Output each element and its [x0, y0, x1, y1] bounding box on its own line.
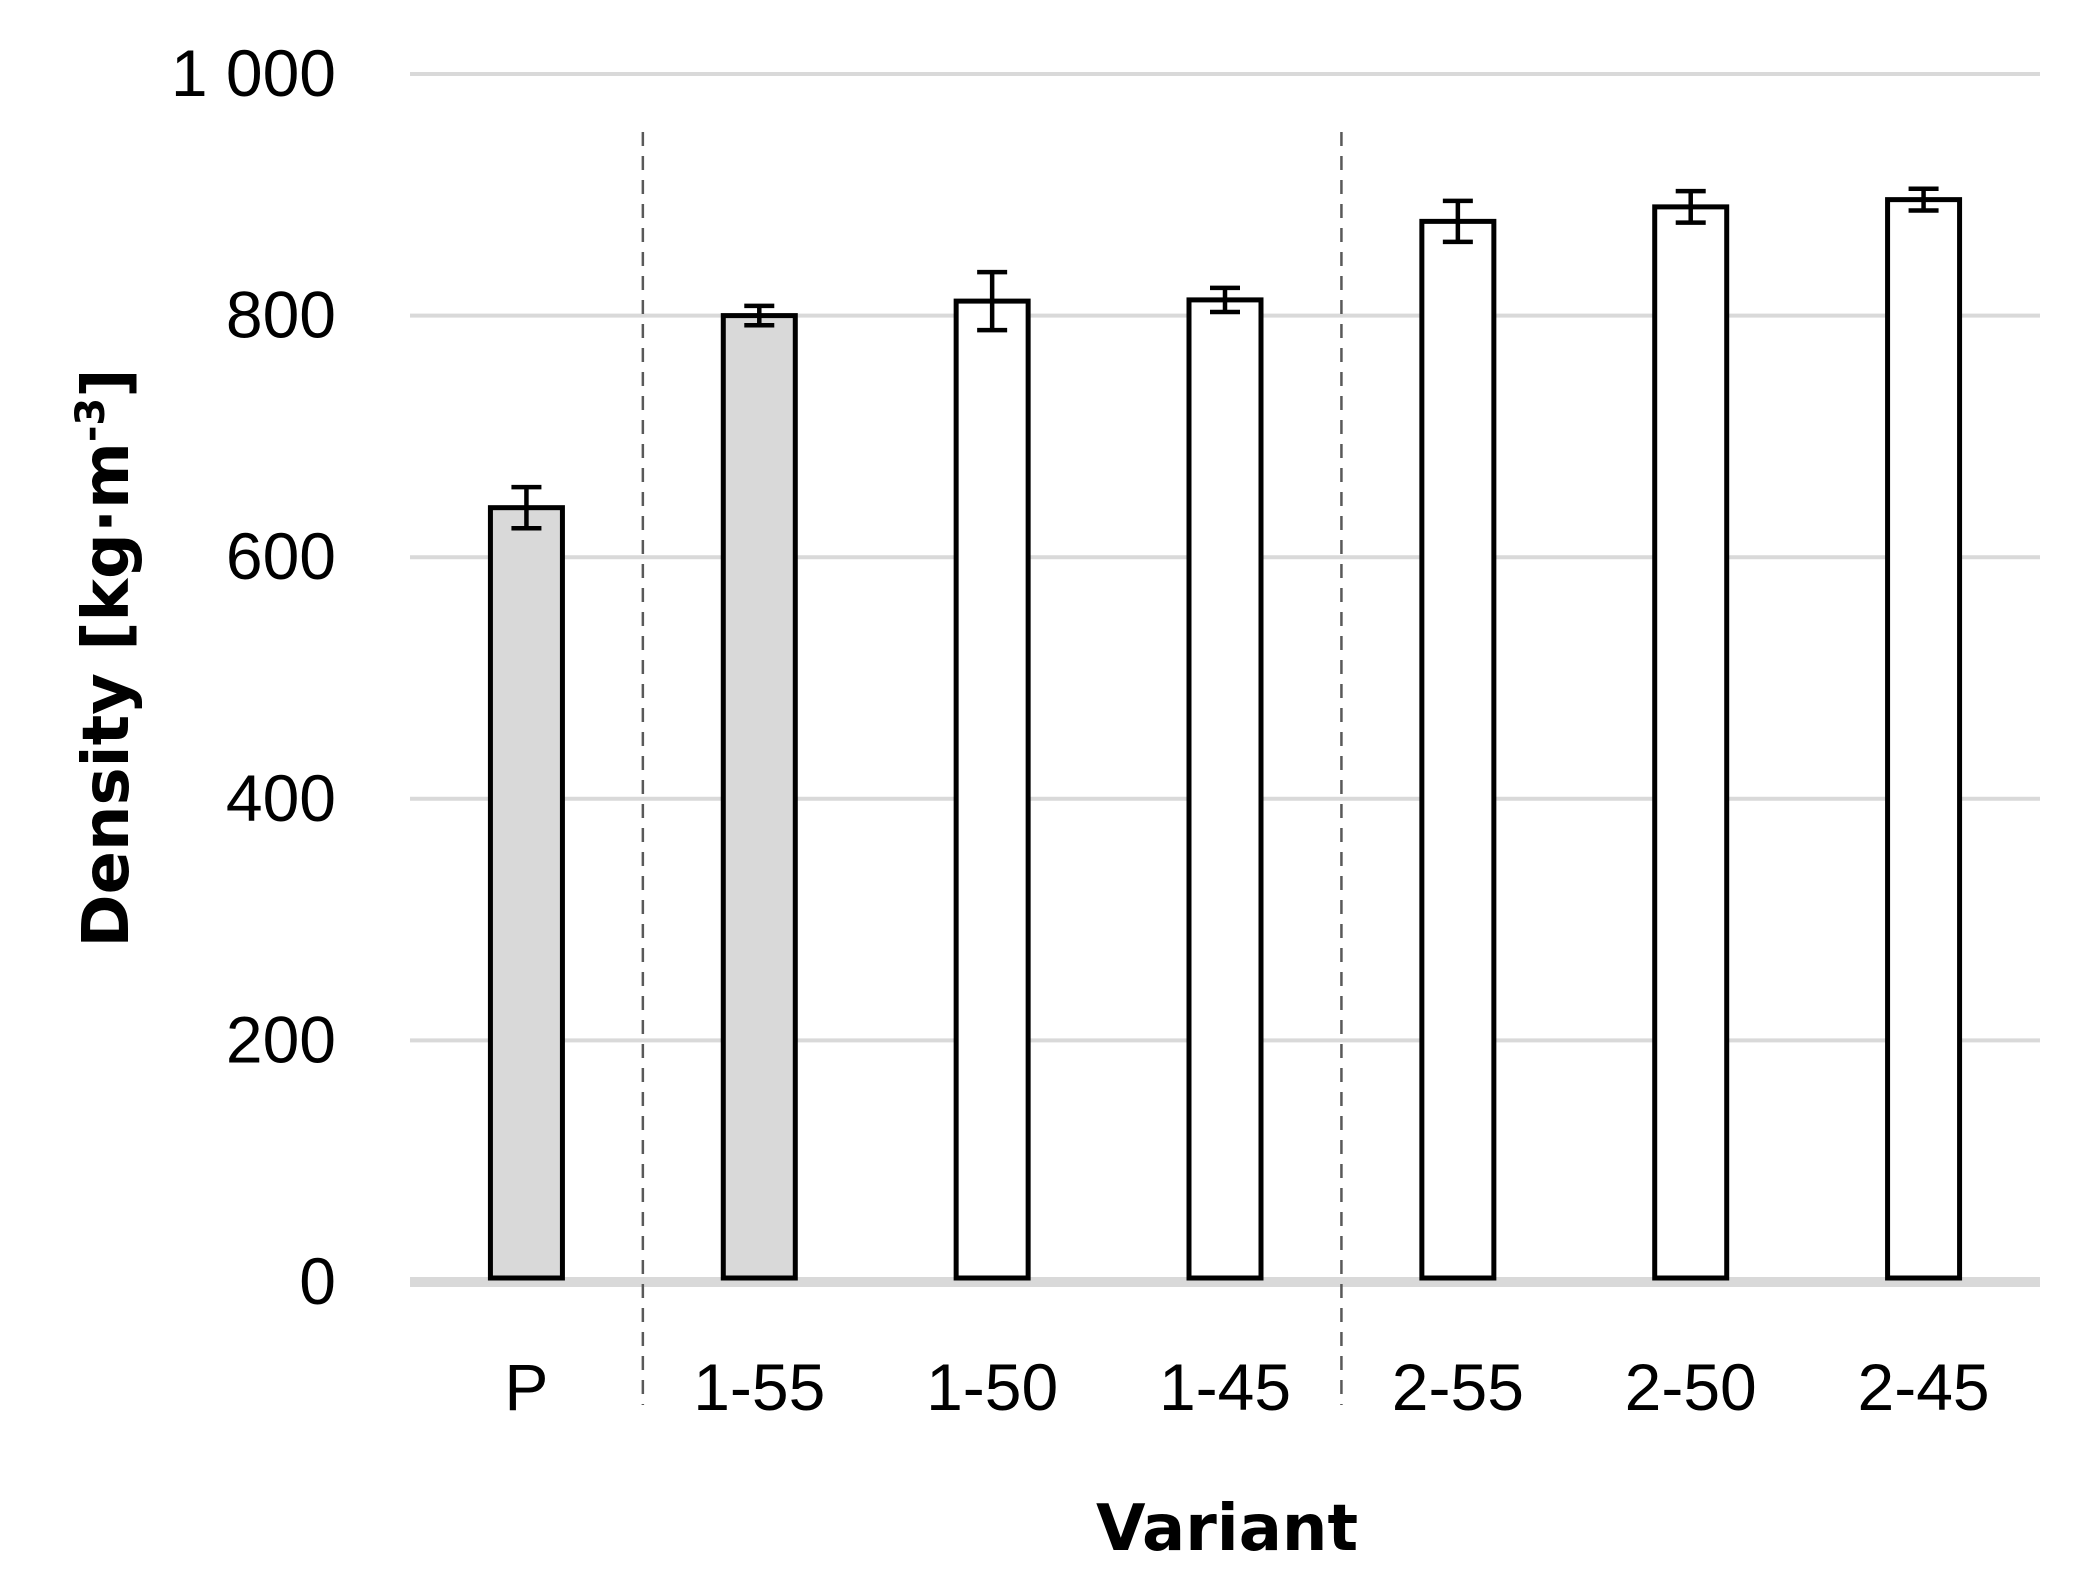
error-bar-2-55 — [1442, 198, 1473, 245]
x-tick-label: 1-50 — [926, 1350, 1058, 1424]
error-bar-P — [511, 484, 542, 531]
bar-1-55 — [720, 313, 798, 1281]
y-tick-label: 800 — [226, 278, 336, 352]
error-bar-1-45 — [1210, 285, 1240, 315]
y-tick-labels: 0 200 400 600 800 1 000 — [171, 36, 336, 1318]
bar-1-45 — [1186, 297, 1264, 1281]
y-tick-label: 200 — [226, 1002, 336, 1076]
bar-1-50 — [953, 298, 1031, 1281]
x-tick-label: 2-50 — [1625, 1350, 1757, 1424]
error-bar-1-55 — [744, 303, 775, 328]
y-axis-title: Density [kg·m-3] — [68, 368, 144, 947]
y-tick-label: 400 — [226, 761, 336, 835]
y-axis-title-suffix: ] — [70, 368, 144, 397]
bar-P — [487, 505, 565, 1281]
x-tick-labels: P 1-55 1-50 1-45 2-55 2-50 2-45 — [504, 1350, 1989, 1424]
y-axis-title-superscript: -3 — [68, 398, 114, 442]
x-tick-label: 2-45 — [1858, 1350, 1990, 1424]
x-axis-title: Variant — [1096, 1492, 1358, 1566]
group-separators — [641, 132, 1343, 1405]
bar-2-45 — [1885, 197, 1963, 1281]
y-tick-label: 600 — [226, 519, 336, 593]
error-bar-2-45 — [1908, 186, 1939, 213]
bar-2-50 — [1652, 204, 1730, 1281]
error-bar-2-50 — [1675, 188, 1706, 225]
x-tick-label: 1-45 — [1159, 1350, 1291, 1424]
bar-2-55 — [1419, 218, 1497, 1281]
y-axis-title-main: Density [kg·m — [70, 442, 144, 947]
x-tick-label: 2-55 — [1392, 1350, 1524, 1424]
error-bars — [511, 186, 1939, 531]
error-bar-1-50 — [977, 269, 1008, 333]
y-tick-label: 0 — [299, 1244, 336, 1318]
x-tick-label: P — [504, 1350, 548, 1424]
x-tick-label: 1-55 — [693, 1350, 825, 1424]
bars — [487, 197, 1963, 1281]
y-tick-label: 1 000 — [171, 36, 336, 110]
